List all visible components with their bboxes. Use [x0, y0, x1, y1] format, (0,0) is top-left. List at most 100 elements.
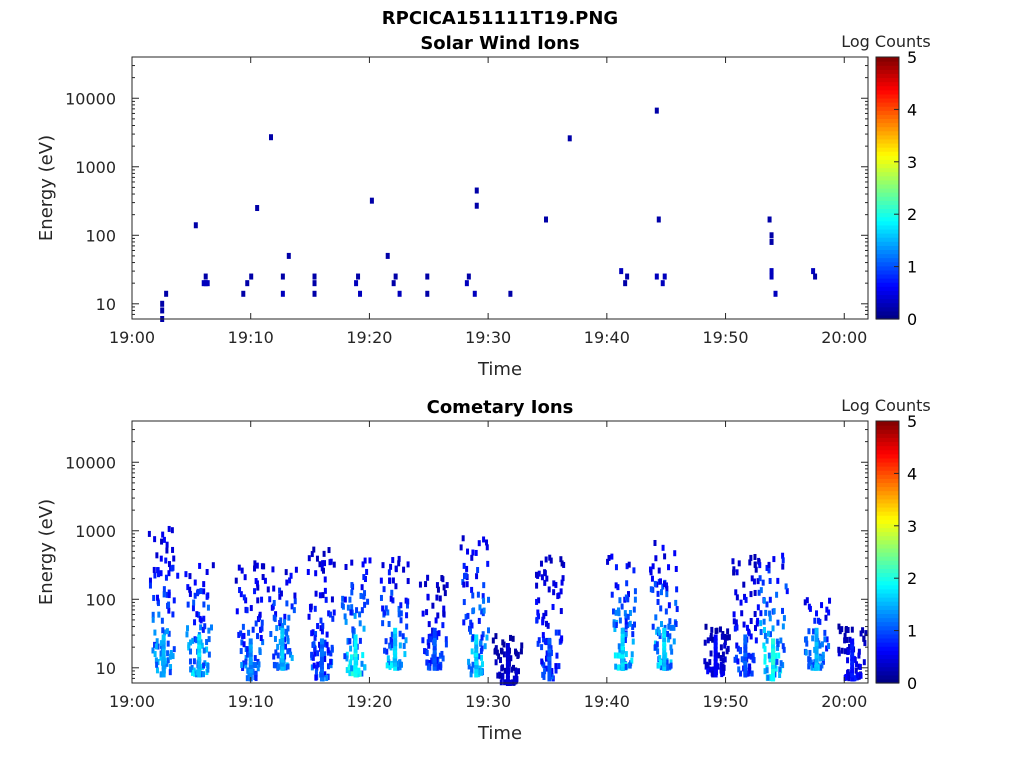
heatmap-cell [461, 535, 465, 542]
heatmap-cell [505, 647, 510, 654]
colorbar-segment [876, 535, 899, 541]
heatmap-cell [187, 642, 191, 649]
heatmap-cell [198, 562, 202, 569]
heatmap-cell [618, 597, 622, 604]
heatmap-cell [614, 663, 618, 670]
heatmap-cell [663, 553, 667, 560]
heatmap-cell [474, 638, 479, 645]
heatmap-cell [656, 216, 661, 223]
figure-title: RPCICA151111T19.PNG [382, 8, 618, 29]
heatmap-cell [509, 634, 513, 641]
heatmap-cell [781, 607, 785, 614]
heatmap-cell [399, 610, 403, 617]
heatmap-cell [555, 652, 559, 659]
colorbar-segment [876, 478, 899, 484]
heatmap-cell [189, 639, 193, 646]
heatmap-cell [749, 554, 753, 561]
y-axis-label: Energy (eV) [36, 499, 57, 605]
heatmap-cell [441, 576, 445, 583]
heatmap-cell [624, 631, 628, 638]
heatmap-cell [160, 538, 164, 545]
heatmap-cell [667, 636, 671, 643]
heatmap-cell [466, 548, 470, 555]
heatmap-cell [281, 623, 285, 630]
heatmap-cell [480, 654, 484, 661]
heatmap-cell [254, 671, 258, 678]
heatmap-cell [329, 662, 333, 669]
heatmap-cell [674, 565, 678, 572]
colorbar-tick-label: 4 [907, 100, 917, 119]
heatmap-cell [397, 605, 401, 612]
heatmap-cell [759, 629, 763, 636]
heatmap-cell [256, 665, 260, 672]
heatmap-cell [740, 656, 744, 663]
heatmap-cell [617, 643, 621, 650]
heatmap-cell [743, 659, 748, 666]
heatmap-cell [462, 562, 466, 569]
heatmap-cell [713, 634, 718, 641]
heatmap-cell [765, 601, 769, 608]
heatmap-cell [721, 657, 725, 664]
heatmap-cell [153, 572, 157, 579]
heatmap-cell [541, 632, 545, 639]
heatmap-cell [241, 633, 245, 640]
heatmap-cell [554, 663, 558, 670]
heatmap-cell [769, 675, 773, 682]
heatmap-cell [772, 608, 776, 615]
heatmap-cell [784, 583, 788, 590]
heatmap-cell [665, 659, 669, 666]
heatmap-cell [363, 601, 367, 608]
heatmap-cell [559, 608, 563, 615]
heatmap-cell [713, 663, 718, 670]
heatmap-cell [665, 630, 669, 637]
heatmap-cell [669, 644, 673, 651]
heatmap-cell [763, 646, 767, 653]
heatmap-cell [171, 546, 175, 553]
heatmap-cell [858, 663, 862, 670]
heatmap-cell [185, 631, 189, 638]
heatmap-cell [808, 660, 812, 667]
heatmap-cell [427, 662, 431, 669]
heatmap-cell [440, 650, 444, 657]
colorbar-segment [876, 245, 899, 251]
heatmap-cell [623, 280, 628, 287]
heatmap-cell [726, 628, 730, 635]
heatmap-cell [313, 650, 317, 657]
heatmap-cell [459, 544, 463, 551]
heatmap-cell [705, 661, 709, 668]
heatmap-cell [319, 675, 324, 682]
heatmap-cell [163, 629, 167, 636]
heatmap-cell [720, 633, 724, 640]
colorbar-segment [876, 568, 899, 574]
heatmap-cell [805, 597, 809, 604]
heatmap-cell [624, 618, 628, 625]
heatmap-cell [248, 642, 253, 649]
heatmap-cell [665, 585, 669, 592]
heatmap-cell [481, 631, 485, 638]
x-tick-label: 19:00 [109, 328, 155, 347]
heatmap-cell [426, 593, 430, 600]
colorbar-segment [876, 65, 899, 70]
heatmap-cell [470, 586, 474, 593]
heatmap-cell [737, 666, 741, 673]
heatmap-cell [763, 668, 767, 675]
heatmap-cell [276, 643, 280, 650]
heatmap-cell [442, 605, 446, 612]
heatmap-cell [283, 613, 287, 620]
heatmap-cell [771, 654, 776, 661]
heatmap-cell [360, 607, 364, 614]
heatmap-cell [389, 563, 393, 570]
heatmap-cell [743, 642, 748, 649]
heatmap-cell [272, 599, 276, 606]
heatmap-cell [610, 553, 614, 560]
heatmap-cell [540, 644, 544, 651]
heatmap-cell [327, 547, 331, 554]
heatmap-cell [519, 648, 523, 655]
heatmap-cell [735, 569, 739, 576]
heatmap-cell [307, 555, 311, 562]
heatmap-cell [746, 670, 750, 677]
heatmap-cell [651, 623, 655, 630]
heatmap-cell [418, 581, 422, 588]
heatmap-cell [722, 669, 726, 676]
heatmap-cell [443, 590, 447, 597]
